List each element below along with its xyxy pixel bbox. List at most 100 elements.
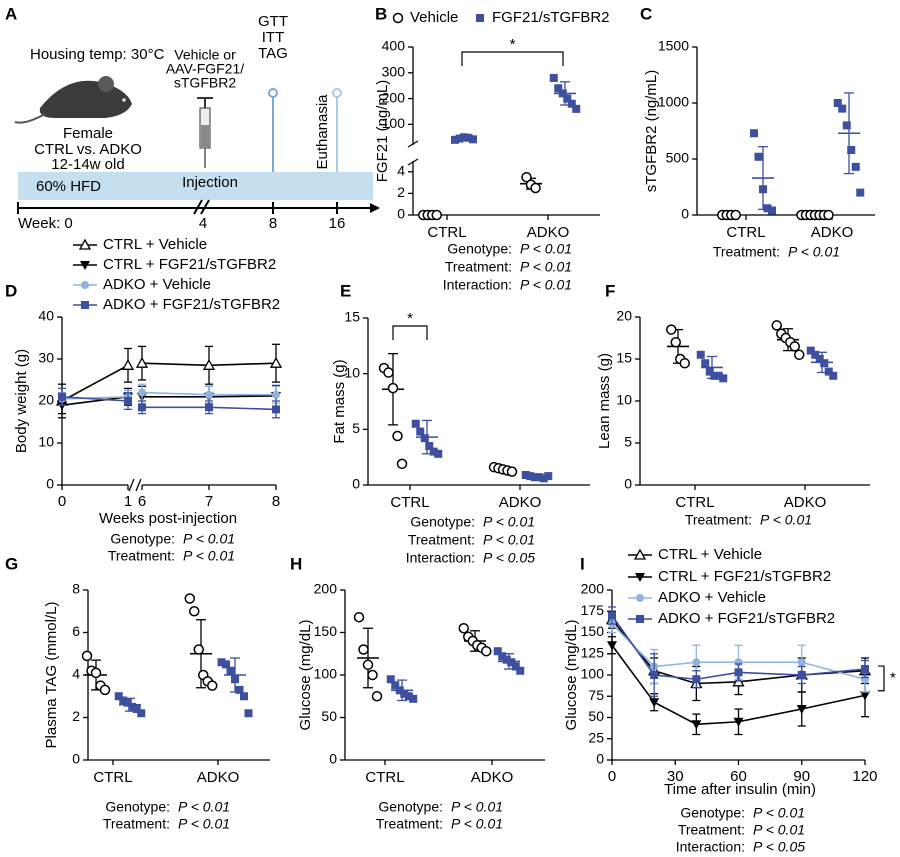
week-tick: 4 (199, 215, 207, 232)
stat-label: Genotype: (410, 514, 475, 530)
y-tick-label: 0 (352, 476, 360, 492)
stat-label: Genotype: (110, 531, 175, 547)
data-point (387, 382, 399, 394)
x-tick-label: CTRL (93, 769, 132, 786)
data-point (521, 171, 532, 183)
data-point (404, 692, 413, 701)
y-tick-label: 2 (72, 708, 80, 724)
stat-label: Treatment: (408, 532, 475, 548)
data-point (138, 403, 146, 412)
data-point (244, 709, 253, 718)
legend-marker (633, 548, 647, 560)
data-point (544, 472, 553, 481)
diet-text: 60% HFD (36, 178, 101, 195)
legend-marker (78, 238, 92, 250)
data-point (851, 162, 860, 171)
x-tick-label: ADKO (784, 494, 827, 511)
data-point (396, 458, 408, 470)
data-point (838, 104, 847, 113)
data-point (608, 611, 616, 620)
data-point (458, 623, 469, 634)
data-point (670, 336, 681, 348)
stat-label: Treatment: (376, 816, 443, 832)
significance-star: * (890, 669, 896, 686)
x-tick-label: 8 (272, 493, 280, 510)
stat-label: Treatment: (678, 822, 745, 838)
data-point (464, 133, 473, 142)
data-point (847, 146, 856, 155)
data-point (796, 705, 807, 714)
data-point (733, 717, 744, 727)
stat-value: P < 0.01 (483, 532, 535, 548)
data-point (205, 403, 213, 412)
data-point (535, 473, 544, 482)
week-tick: 8 (269, 215, 277, 232)
y-tick-label: 5 (352, 420, 360, 436)
data-point (714, 371, 723, 380)
x-tick-label: CTRL (427, 224, 466, 241)
data-point (563, 94, 572, 103)
stat-label: Treatment: (445, 259, 512, 275)
data-point (811, 350, 820, 359)
y-axis-label: Plasma TAG (mmol/L) (43, 602, 60, 749)
data-point (516, 666, 525, 675)
panel-letter: B (375, 4, 387, 23)
data-point (434, 449, 443, 458)
data-point (395, 686, 404, 695)
stat-value: P < 0.01 (753, 822, 805, 838)
stat-value: P < 0.05 (753, 839, 805, 855)
y-tick-label: 0 (596, 751, 604, 767)
y-axis-label: FGF21 (ng/mL) (374, 80, 391, 183)
data-point (507, 658, 516, 667)
stat-value: P < 0.01 (520, 259, 572, 275)
legend-label: ADKO + Vehicle (658, 589, 766, 606)
data-point (119, 696, 128, 705)
data-point (392, 430, 403, 442)
legend-label: CTRL + FGF21/sTGFBR2 (103, 256, 276, 273)
data-point (137, 709, 146, 718)
data-point (549, 73, 558, 82)
timeline-break (193, 199, 210, 215)
data-point (425, 442, 434, 451)
legend-marker (392, 12, 404, 24)
data-point (124, 397, 132, 405)
x-tick-label: ADKO (471, 769, 514, 786)
data-point (222, 660, 230, 669)
y-tick-label: 100 (581, 666, 605, 682)
pin-head (268, 88, 278, 98)
data-point (400, 689, 409, 698)
data-point (207, 680, 218, 691)
data-point (692, 675, 701, 684)
y-tick-label: 10 (616, 392, 632, 408)
data-point (710, 371, 719, 380)
significance-bracket (461, 51, 564, 66)
x-tick-label: 6 (138, 493, 146, 510)
axis-break (128, 478, 135, 492)
x-tick-label: ADKO (197, 769, 240, 786)
data-point (498, 652, 507, 661)
data-point (391, 681, 400, 690)
data-point (607, 641, 617, 651)
data-point (521, 470, 530, 479)
data-point (460, 133, 468, 142)
stat-label: Genotype: (105, 799, 170, 815)
data-point (539, 474, 548, 483)
data-point (829, 371, 838, 380)
stat-label: Treatment: (685, 512, 752, 528)
legend-marker (81, 281, 89, 289)
x-tick-label: ADKO (811, 224, 854, 241)
y-tick-label: 40 (38, 308, 54, 324)
data-point (794, 349, 805, 361)
data-point (502, 655, 511, 664)
significance-bracket (392, 325, 428, 340)
x-tick-label: CTRL (675, 494, 714, 511)
stat-value: P < 0.05 (483, 550, 535, 566)
injection-note: Vehicle or (174, 47, 236, 63)
y-axis-label: Glucose (mg/dL) (297, 620, 314, 731)
data-point (789, 341, 800, 352)
x-axis-label: Time after insulin (min) (664, 781, 816, 798)
data-point (824, 367, 833, 376)
data-point (135, 356, 149, 368)
data-point (666, 324, 677, 335)
